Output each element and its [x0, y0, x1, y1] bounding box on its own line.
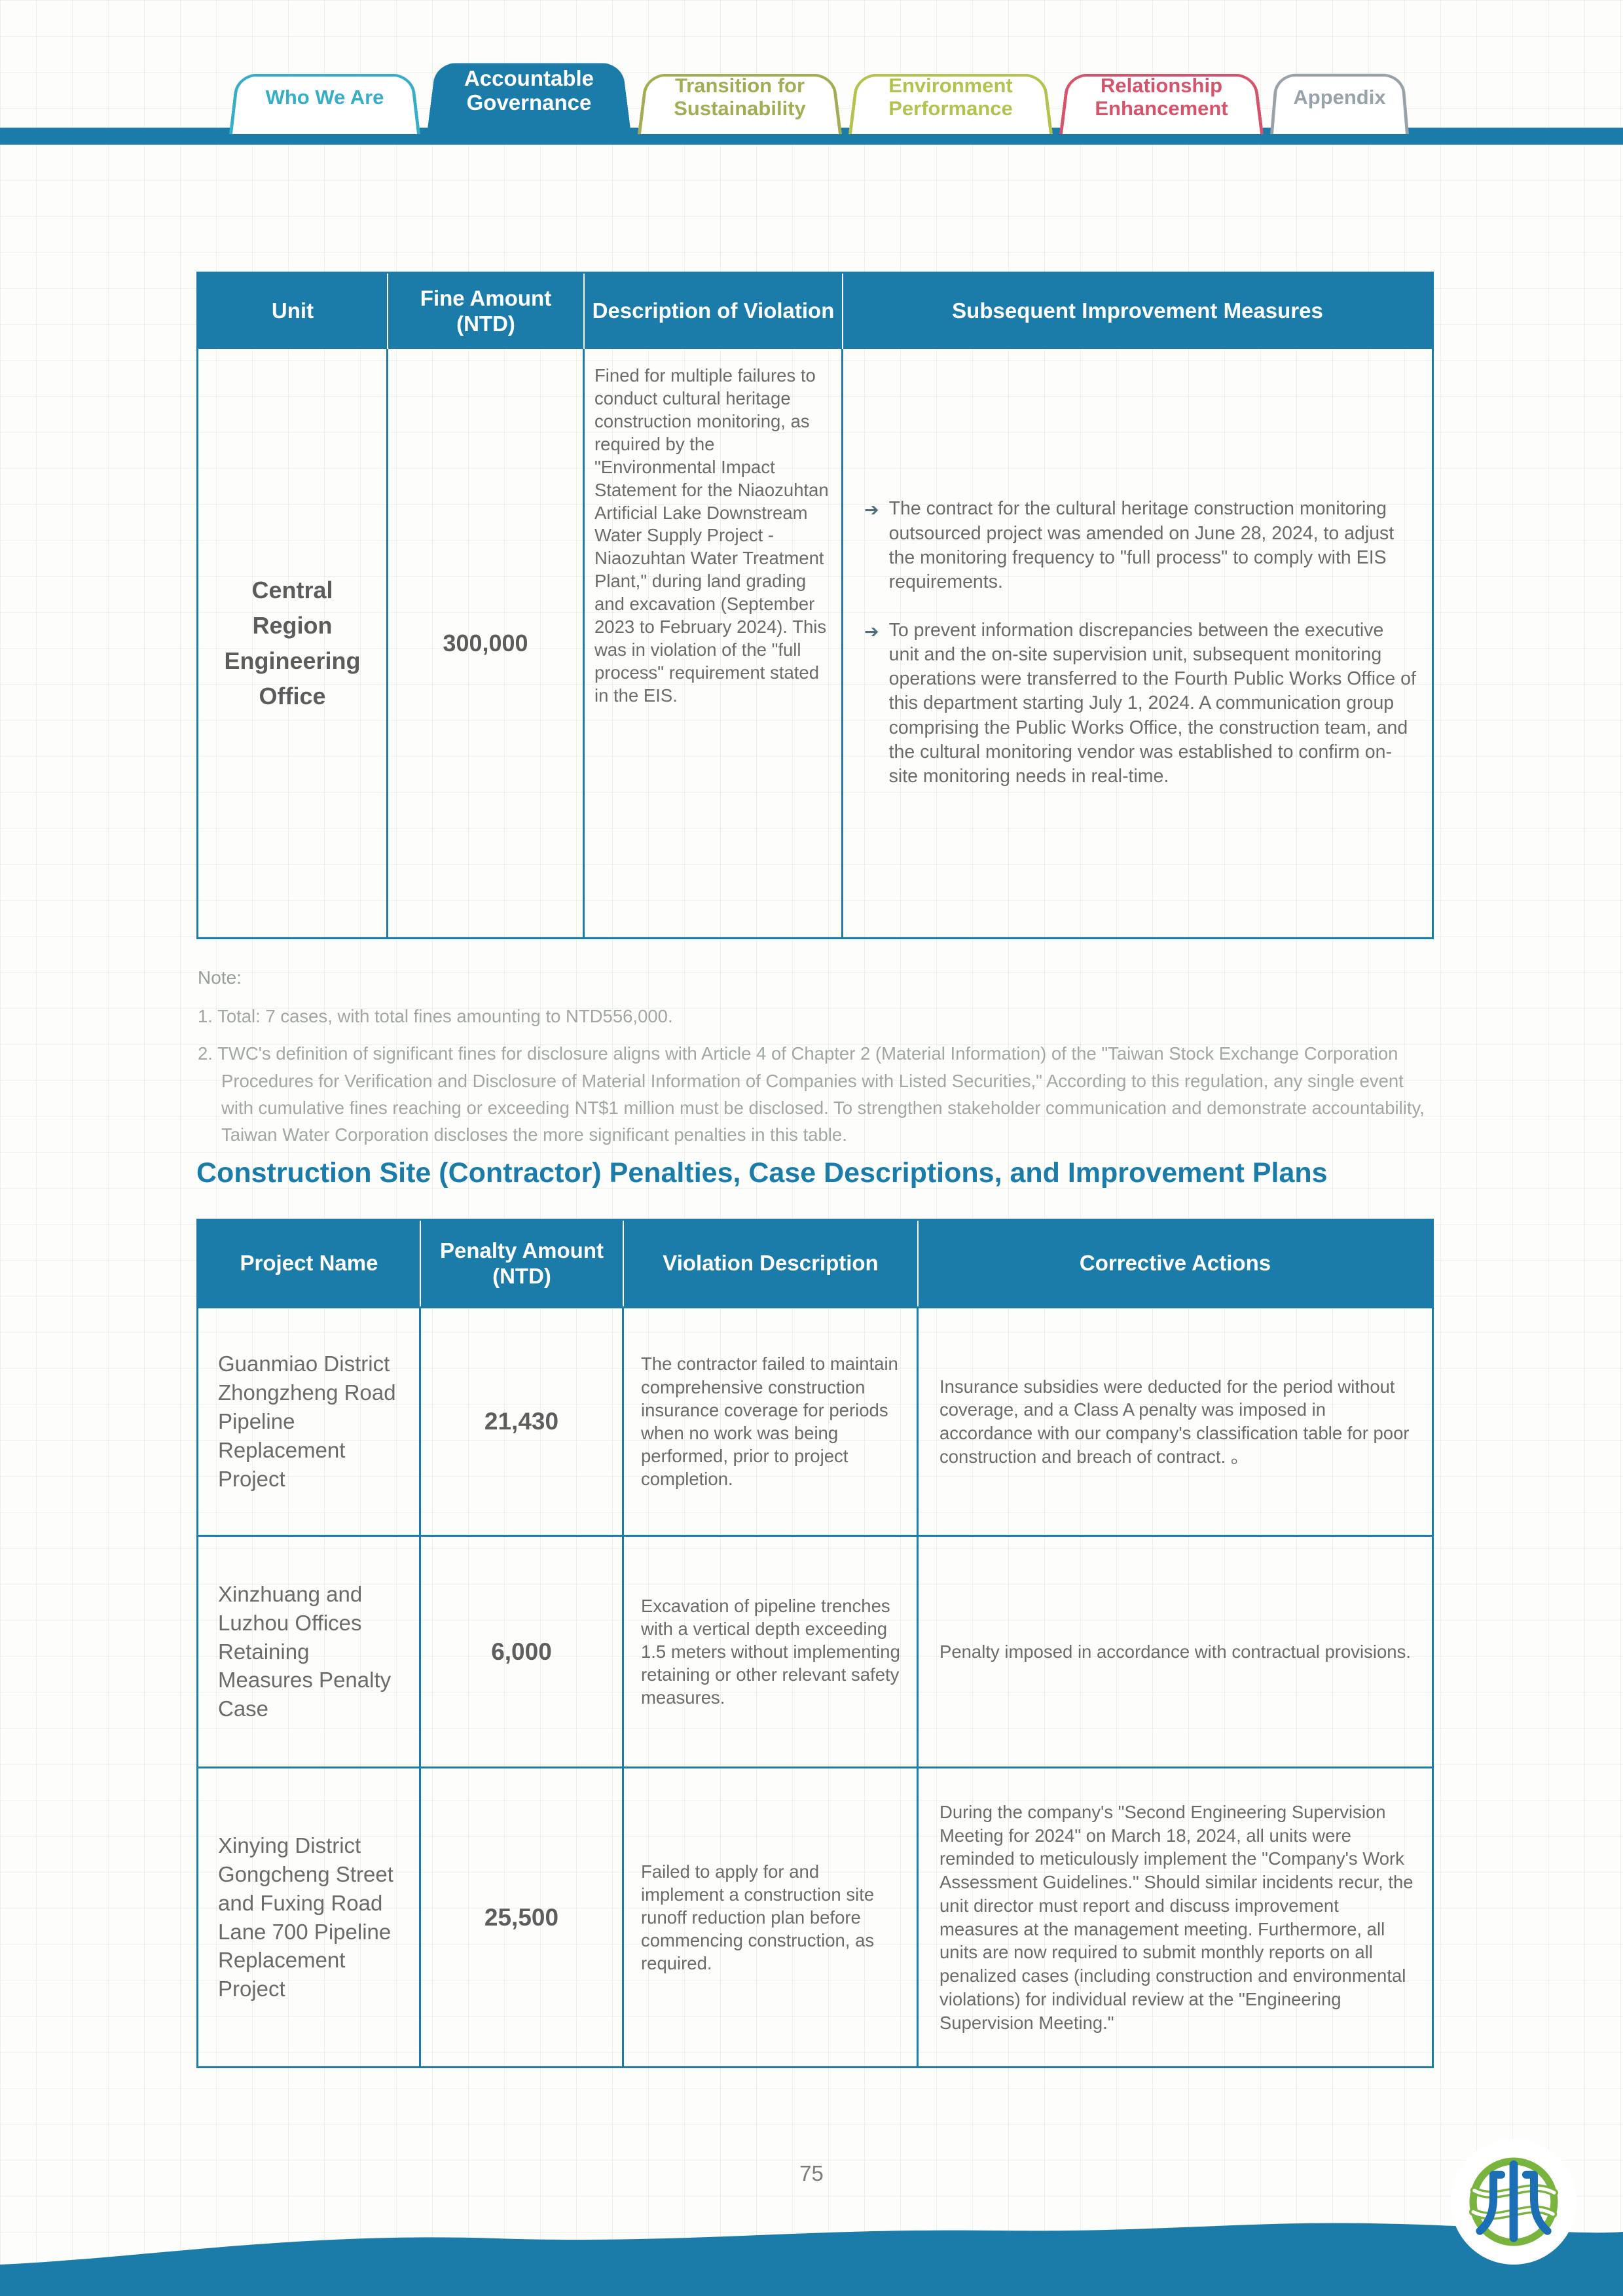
measure-text: The contract for the cultural heritage c… [888, 498, 1395, 593]
significant-fines-table: Unit Fine Amount (NTD) Description of Vi… [196, 272, 1434, 939]
note-item-2: 2. TWC's definition of significant fines… [198, 1043, 1425, 1145]
measure-text: To prevent information discrepancies bet… [888, 619, 1416, 787]
page-number: 75 [799, 2161, 824, 2185]
col-header-unit: Unit [198, 274, 388, 349]
col-header-violation-description: Violation Description [624, 1221, 919, 1306]
col-header-corrective-actions: Corrective Actions [919, 1221, 1432, 1306]
improvement-measures-cell: ➔ The contract for the cultural heritage… [843, 349, 1432, 937]
measure-item: ➔ The contract for the cultural heritage… [864, 497, 1417, 594]
violation-description-cell: Fined for multiple failures to conduct c… [585, 349, 843, 937]
corrective-action-cell: During the company's "Second Engineering… [919, 1767, 1432, 2066]
penalty-amount-cell: 6,000 [421, 1535, 624, 1767]
tab-transition-for-sustainability[interactable]: Transition for Sustainability [638, 67, 842, 134]
tab-appendix[interactable]: Appendix [1270, 67, 1409, 134]
tab-label: Relationship Enhancement [1095, 74, 1228, 120]
col-header-improvement-measures: Subsequent Improvement Measures [843, 274, 1432, 349]
company-logo [1451, 2139, 1577, 2265]
project-name-cell: Guanmiao District Zhongzheng Road Pipeli… [198, 1306, 421, 1535]
tab-label: Accountable Governance [464, 66, 594, 115]
violation-cell: Excavation of pipeline trenches with a v… [624, 1535, 919, 1767]
footer-wave [0, 2223, 1623, 2296]
penalty-amount-cell: 25,500 [421, 1767, 624, 2066]
tab-label: Appendix [1293, 85, 1386, 109]
penalty-amount-cell: 21,430 [421, 1306, 624, 1535]
measure-item: ➔ To prevent information discrepancies b… [864, 619, 1417, 789]
project-name-cell: Xinying District Gongcheng Street and Fu… [198, 1767, 421, 2066]
col-header-project-name: Project Name [198, 1221, 421, 1306]
tab-label: Transition for Sustainability [674, 74, 806, 120]
tab-label: Environment Performance [888, 74, 1013, 120]
col-header-fine-amount: Fine Amount (NTD) [388, 274, 585, 349]
violation-cell: Failed to apply for and implement a cons… [624, 1767, 919, 2066]
arrow-bullet-icon: ➔ [864, 621, 879, 641]
violation-cell: The contractor failed to maintain compre… [624, 1306, 919, 1535]
arrow-bullet-icon: ➔ [864, 500, 879, 520]
project-name-cell: Xinzhuang and Luzhou Offices Retaining M… [198, 1535, 421, 1767]
contractor-penalties-table: Project Name Penalty Amount (NTD) Violat… [196, 1219, 1434, 2068]
note-item-1: 1. Total: 7 cases, with total fines amou… [198, 1006, 673, 1026]
notes-label: Note: [198, 967, 242, 988]
tab-environment-performance[interactable]: Environment Performance [848, 67, 1053, 134]
corrective-action-cell: Penalty imposed in accordance with contr… [919, 1535, 1432, 1767]
tab-relationship-enhancement[interactable]: Relationship Enhancement [1059, 67, 1264, 134]
fine-amount-cell: 300,000 [388, 349, 585, 937]
section-title: Construction Site (Contractor) Penalties… [196, 1157, 1328, 1189]
notes-block: Note: 1. Total: 7 cases, with total fine… [198, 967, 1438, 1158]
tab-accountable-governance[interactable]: Accountable Governance [427, 54, 631, 134]
tab-label: Who We Are [265, 85, 384, 109]
unit-cell: Central Region Engineering Office [198, 349, 388, 937]
corrective-action-cell: Insurance subsidies were deducted for th… [919, 1306, 1432, 1535]
col-header-penalty-amount: Penalty Amount (NTD) [421, 1221, 624, 1306]
tab-who-we-are[interactable]: Who We Are [229, 67, 420, 134]
col-header-violation-description: Description of Violation [585, 274, 843, 349]
taiwan-water-logo-icon [1469, 2157, 1558, 2246]
